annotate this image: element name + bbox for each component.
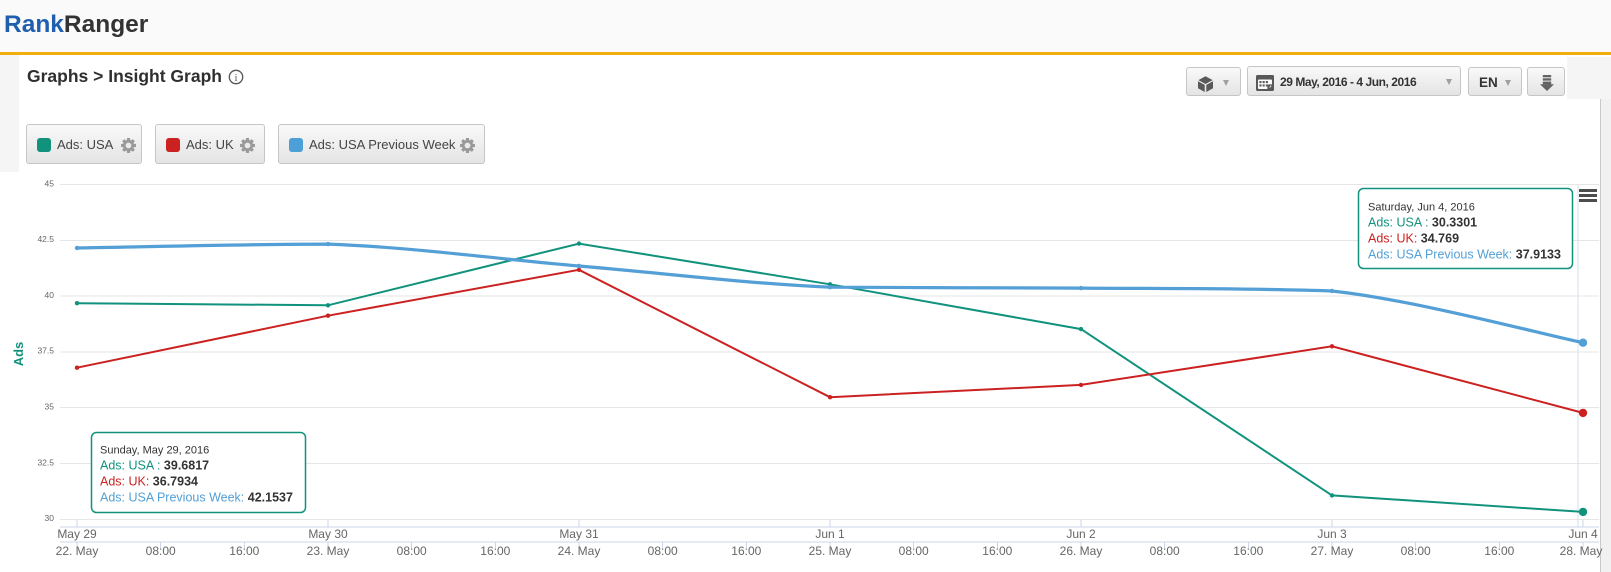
svg-text:Jun 2: Jun 2 <box>1066 527 1096 541</box>
svg-text:42.5: 42.5 <box>37 234 54 244</box>
svg-text:35: 35 <box>45 402 55 412</box>
svg-text:Jun 3: Jun 3 <box>1317 527 1347 541</box>
svg-text:08:00: 08:00 <box>1150 544 1180 558</box>
svg-text:Ads: Ads <box>11 342 26 367</box>
svg-text:30: 30 <box>45 513 55 523</box>
svg-text:08:00: 08:00 <box>1401 544 1431 558</box>
svg-text:16:00: 16:00 <box>229 544 259 558</box>
svg-text:May 31: May 31 <box>559 527 599 541</box>
svg-text:May 29: May 29 <box>57 527 97 541</box>
svg-text:Ads: USA : 30.3301: Ads: USA : 30.3301 <box>1368 216 1477 230</box>
svg-text:22. May: 22. May <box>56 544 99 558</box>
svg-text:Jun 1: Jun 1 <box>815 527 845 541</box>
svg-text:26. May: 26. May <box>1060 544 1103 558</box>
svg-text:08:00: 08:00 <box>899 544 929 558</box>
svg-text:25. May: 25. May <box>809 544 852 558</box>
svg-text:Ads: USA Previous Week: 42.153: Ads: USA Previous Week: 42.1537 <box>100 491 293 505</box>
svg-text:16:00: 16:00 <box>982 544 1012 558</box>
svg-text:Saturday, Jun 4, 2016: Saturday, Jun 4, 2016 <box>1368 202 1475 214</box>
svg-text:16:00: 16:00 <box>1484 544 1514 558</box>
svg-text:16:00: 16:00 <box>480 544 510 558</box>
svg-text:Ads: UK: 34.769: Ads: UK: 34.769 <box>1368 232 1459 246</box>
svg-text:Jun 4: Jun 4 <box>1568 527 1598 541</box>
svg-text:28. May: 28. May <box>1560 544 1603 558</box>
svg-text:08:00: 08:00 <box>146 544 176 558</box>
svg-text:24. May: 24. May <box>558 544 601 558</box>
svg-text:45: 45 <box>45 178 55 188</box>
svg-text:Ads: UK: 36.7934: Ads: UK: 36.7934 <box>100 475 198 489</box>
svg-text:May 30: May 30 <box>308 527 348 541</box>
svg-text:i: i <box>235 73 238 84</box>
svg-text:Sunday, May 29, 2016: Sunday, May 29, 2016 <box>100 445 209 457</box>
svg-text:08:00: 08:00 <box>397 544 427 558</box>
svg-text:Ads: USA : 39.6817: Ads: USA : 39.6817 <box>100 459 209 473</box>
svg-text:08:00: 08:00 <box>648 544 678 558</box>
svg-text:40: 40 <box>45 290 55 300</box>
svg-text:37.5: 37.5 <box>37 346 54 356</box>
svg-text:16:00: 16:00 <box>1233 544 1263 558</box>
svg-text:16:00: 16:00 <box>731 544 761 558</box>
svg-text:23. May: 23. May <box>307 544 350 558</box>
svg-text:Ads: USA Previous Week: 37.913: Ads: USA Previous Week: 37.9133 <box>1368 248 1561 262</box>
svg-text:32.5: 32.5 <box>37 457 54 467</box>
svg-text:27. May: 27. May <box>1311 544 1354 558</box>
